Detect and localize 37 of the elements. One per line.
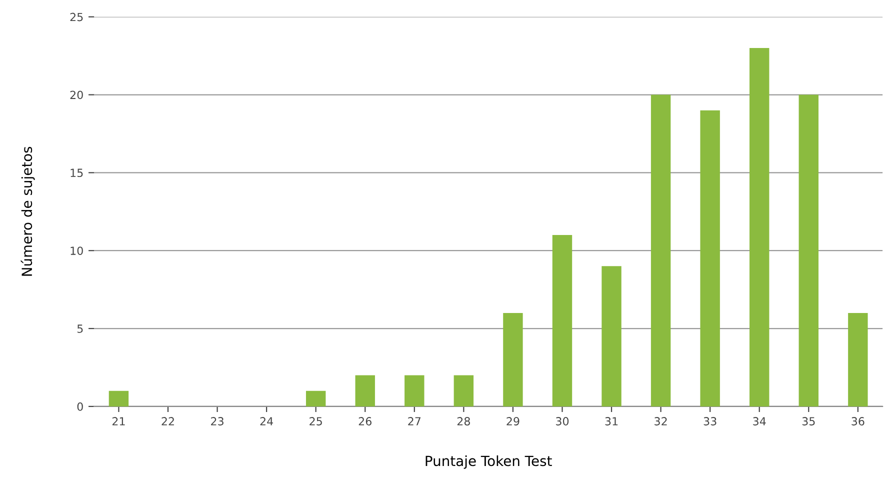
y-tick-label: 25 — [70, 12, 83, 22]
x-tick-label: 27 — [408, 417, 421, 426]
bar — [108, 390, 129, 406]
x-tick-label: 32 — [654, 417, 667, 426]
x-tick-label: 31 — [605, 417, 618, 426]
x-tick-label: 23 — [211, 417, 224, 426]
y-tick-label: 0 — [77, 402, 83, 411]
y-tick-label: 20 — [70, 90, 83, 100]
x-tick-label: 29 — [506, 417, 520, 426]
bar — [503, 312, 523, 406]
x-tick-label: 25 — [310, 417, 322, 426]
bar — [454, 375, 474, 406]
bar — [750, 48, 770, 406]
x-tick-label: 24 — [260, 417, 274, 426]
x-tick-label: 36 — [852, 417, 864, 426]
x-tick-label: 22 — [162, 417, 174, 426]
x-tick-label: 33 — [704, 417, 716, 426]
x-tick-label: 21 — [112, 417, 125, 426]
bar — [798, 94, 818, 406]
x-tick-label: 28 — [457, 417, 470, 426]
bar — [700, 110, 720, 406]
bar — [306, 390, 326, 406]
x-axis-title: Puntaje Token Test — [426, 455, 552, 469]
y-tick-label: 10 — [70, 246, 83, 255]
x-tick-label: 26 — [358, 417, 372, 426]
y-axis-title: Número de sujetos — [20, 146, 35, 276]
x-tick-label: 35 — [802, 417, 815, 426]
bar — [552, 235, 572, 406]
y-tick-label: 5 — [77, 324, 83, 333]
bar — [848, 312, 868, 406]
bar — [404, 375, 424, 406]
y-tick-label: 15 — [70, 168, 83, 178]
bar — [650, 94, 671, 406]
bar — [602, 266, 622, 406]
bar — [355, 375, 375, 406]
x-tick-label: 30 — [556, 417, 569, 426]
x-tick-label: 34 — [753, 417, 766, 426]
